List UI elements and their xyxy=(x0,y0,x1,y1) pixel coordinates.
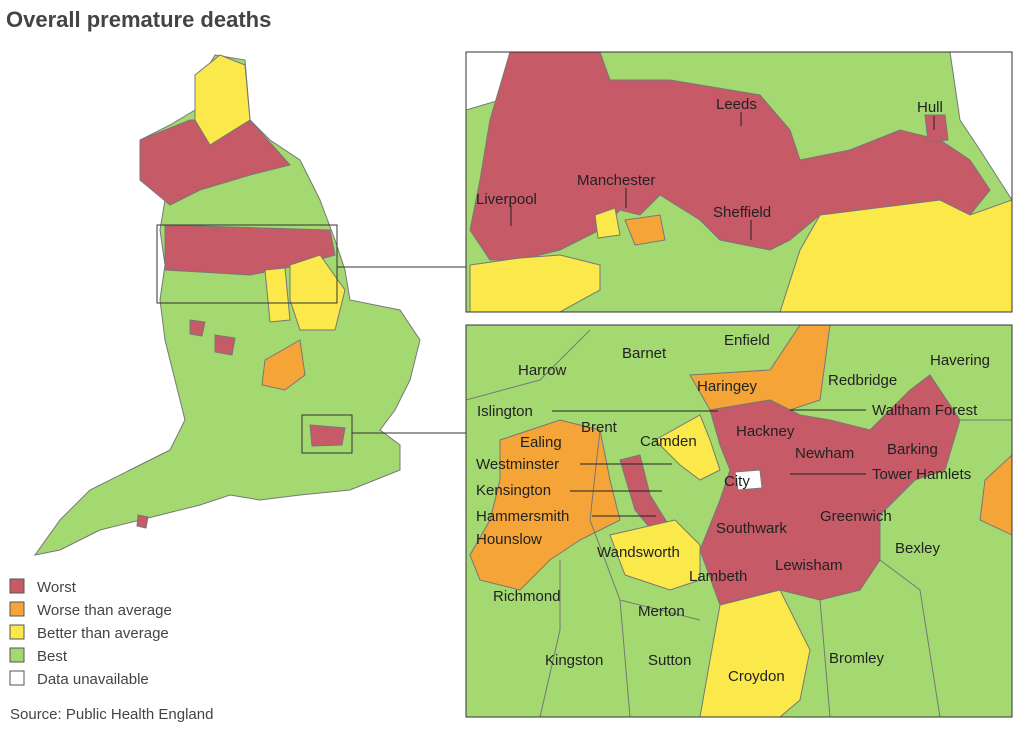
borough-label: Kingston xyxy=(545,652,603,669)
borough-label: Harrow xyxy=(518,362,567,379)
legend-label: Data unavailable xyxy=(37,671,149,688)
legend-label: Worse than average xyxy=(37,602,172,619)
london-labels: Enfield Barnet Harrow Havering Haringey … xyxy=(476,332,990,685)
borough-label: Merton xyxy=(638,603,685,620)
borough-label: Kensington xyxy=(476,482,551,499)
borough-label: Haringey xyxy=(697,378,758,395)
borough-label: Waltham Forest xyxy=(872,402,978,419)
city-label: Liverpool xyxy=(476,191,537,208)
borough-label: Bromley xyxy=(829,650,885,667)
borough-label: Richmond xyxy=(493,588,561,605)
borough-label: Southwark xyxy=(716,520,787,537)
legend-label: Best xyxy=(37,648,68,665)
inset-markers xyxy=(156,224,466,454)
borough-label: Wandsworth xyxy=(597,544,680,561)
legend-swatch xyxy=(9,670,25,686)
legend-swatch xyxy=(9,601,25,617)
borough-label: Greenwich xyxy=(820,508,892,525)
london-inset xyxy=(465,112,1013,718)
borough-label: Hackney xyxy=(736,423,795,440)
borough-label: Lambeth xyxy=(689,568,747,585)
borough-label: Lewisham xyxy=(775,557,843,574)
borough-label: Redbridge xyxy=(828,372,897,389)
borough-label: Ealing xyxy=(520,434,562,451)
north-labels: Leeds Hull Liverpool Manchester Sheffiel… xyxy=(476,96,943,221)
city-label: Hull xyxy=(917,99,943,116)
borough-label: Camden xyxy=(640,433,697,450)
borough-label: Hounslow xyxy=(476,531,542,548)
north-inset xyxy=(465,51,1013,313)
borough-label: Havering xyxy=(930,352,990,369)
city-label: Leeds xyxy=(716,96,757,113)
borough-label: Islington xyxy=(477,403,533,420)
borough-label: Hammersmith xyxy=(476,508,569,525)
borough-label: Newham xyxy=(795,445,854,462)
borough-label: Brent xyxy=(581,419,618,436)
borough-label: Barking xyxy=(887,441,938,458)
legend-label: Worst xyxy=(37,579,77,596)
legend-swatch xyxy=(9,578,25,594)
england-map xyxy=(33,54,421,556)
borough-label: Bexley xyxy=(895,540,941,557)
borough-label: City xyxy=(724,473,750,490)
borough-label: Westminster xyxy=(476,456,559,473)
borough-label: Enfield xyxy=(724,332,770,349)
legend-label: Better than average xyxy=(37,625,169,642)
title: Overall premature deaths xyxy=(6,7,271,32)
legend-swatch xyxy=(9,624,25,640)
source: Source: Public Health England xyxy=(10,706,213,723)
city-label: Manchester xyxy=(577,172,655,189)
leader-lines xyxy=(510,112,935,517)
legend: Worst Worse than average Better than avera… xyxy=(9,578,172,688)
borough-label: Barnet xyxy=(622,345,667,362)
borough-label: Croydon xyxy=(728,668,785,685)
legend-swatch xyxy=(9,647,25,663)
city-label: Sheffield xyxy=(713,204,771,221)
borough-label: Sutton xyxy=(648,652,691,669)
borough-label: Tower Hamlets xyxy=(872,466,971,483)
